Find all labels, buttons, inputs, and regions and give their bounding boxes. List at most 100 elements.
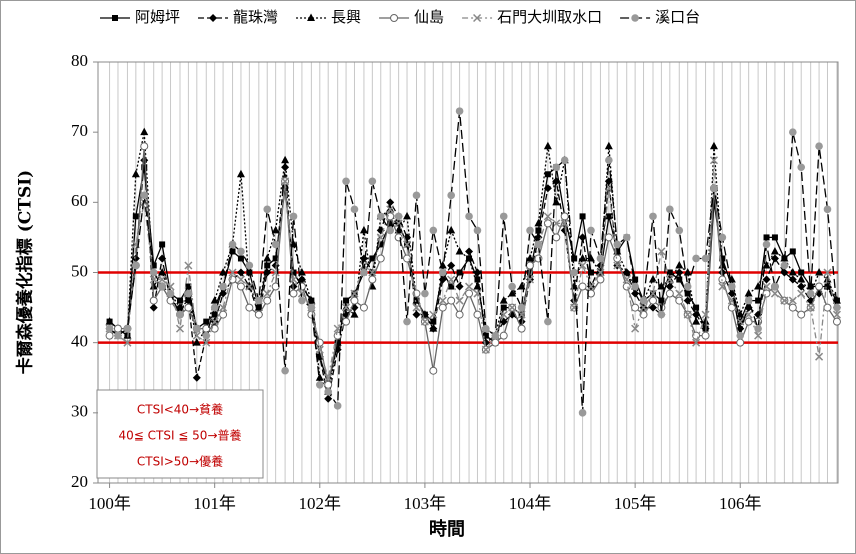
marker (499, 212, 508, 221)
x-tick-label: 106年 (719, 494, 762, 513)
marker (727, 289, 736, 298)
marker (587, 269, 594, 276)
marker (149, 303, 158, 312)
marker (465, 247, 474, 256)
marker (324, 394, 333, 403)
marker (403, 211, 412, 220)
marker (815, 268, 824, 276)
marker (192, 331, 201, 340)
legend-marker (631, 14, 639, 22)
marker (202, 331, 211, 340)
marker (832, 317, 841, 326)
marker (281, 366, 289, 375)
marker (622, 275, 631, 284)
marker (823, 303, 832, 312)
marker (429, 324, 438, 332)
x-tick-label: 102年 (299, 494, 342, 513)
legend-label: 阿姆坪 (135, 8, 180, 26)
marker (297, 268, 306, 276)
marker (166, 282, 175, 291)
marker (455, 282, 464, 291)
annotation: 40≦ CTSI ≦ 50→普養 (118, 428, 241, 443)
marker (281, 155, 290, 164)
marker (797, 282, 806, 291)
legend-marker (473, 13, 482, 23)
marker (815, 142, 823, 150)
marker (455, 107, 464, 115)
marker (693, 304, 700, 311)
marker (754, 282, 763, 290)
marker (421, 289, 429, 298)
marker (219, 303, 228, 312)
marker (709, 156, 718, 165)
marker (744, 296, 753, 305)
marker (429, 310, 438, 319)
marker (412, 310, 421, 319)
marker (649, 275, 657, 283)
marker (543, 141, 552, 150)
legend-label: 龍珠灣 (233, 8, 278, 26)
marker (412, 191, 421, 200)
marker (254, 303, 263, 311)
marker (438, 303, 447, 312)
marker (368, 268, 377, 277)
marker (350, 296, 359, 305)
marker (149, 268, 158, 277)
marker (622, 268, 631, 276)
marker (508, 303, 517, 312)
marker (571, 255, 578, 262)
marker (192, 373, 201, 382)
marker (788, 268, 797, 276)
marker (386, 198, 395, 207)
marker (701, 317, 710, 325)
legend-item: 阿姆坪 (100, 8, 180, 26)
marker (158, 282, 166, 291)
marker (236, 268, 245, 277)
marker (412, 303, 421, 312)
y-tick-label: 30 (71, 402, 88, 421)
marker (797, 310, 806, 319)
marker (236, 275, 245, 284)
marker (832, 296, 841, 304)
marker (140, 127, 149, 136)
marker (184, 303, 193, 312)
marker (376, 212, 385, 221)
marker (676, 276, 683, 283)
marker (780, 296, 789, 305)
marker (631, 324, 640, 333)
marker (570, 268, 578, 277)
marker (586, 253, 595, 262)
marker (203, 318, 210, 325)
marker (159, 241, 166, 248)
marker (789, 248, 796, 255)
marker (605, 156, 613, 165)
marker (543, 212, 552, 221)
marker (604, 141, 613, 150)
legend-label: 仙島 (414, 8, 444, 26)
marker (263, 296, 272, 305)
marker (271, 225, 280, 234)
marker (675, 289, 684, 298)
marker (368, 275, 377, 284)
marker (255, 296, 263, 305)
marker (219, 289, 228, 298)
marker (474, 276, 481, 283)
series-line (109, 166, 838, 388)
marker (815, 282, 824, 291)
marker (560, 212, 569, 221)
marker (543, 184, 552, 193)
marker (744, 289, 753, 297)
marker (596, 268, 605, 277)
marker (578, 261, 587, 270)
marker (359, 303, 368, 312)
marker (631, 282, 639, 291)
marker (254, 310, 263, 319)
marker (447, 275, 456, 284)
marker (403, 240, 412, 249)
marker (184, 261, 193, 270)
marker (105, 317, 114, 325)
marker (105, 331, 114, 340)
marker (473, 310, 482, 319)
marker (430, 318, 437, 325)
